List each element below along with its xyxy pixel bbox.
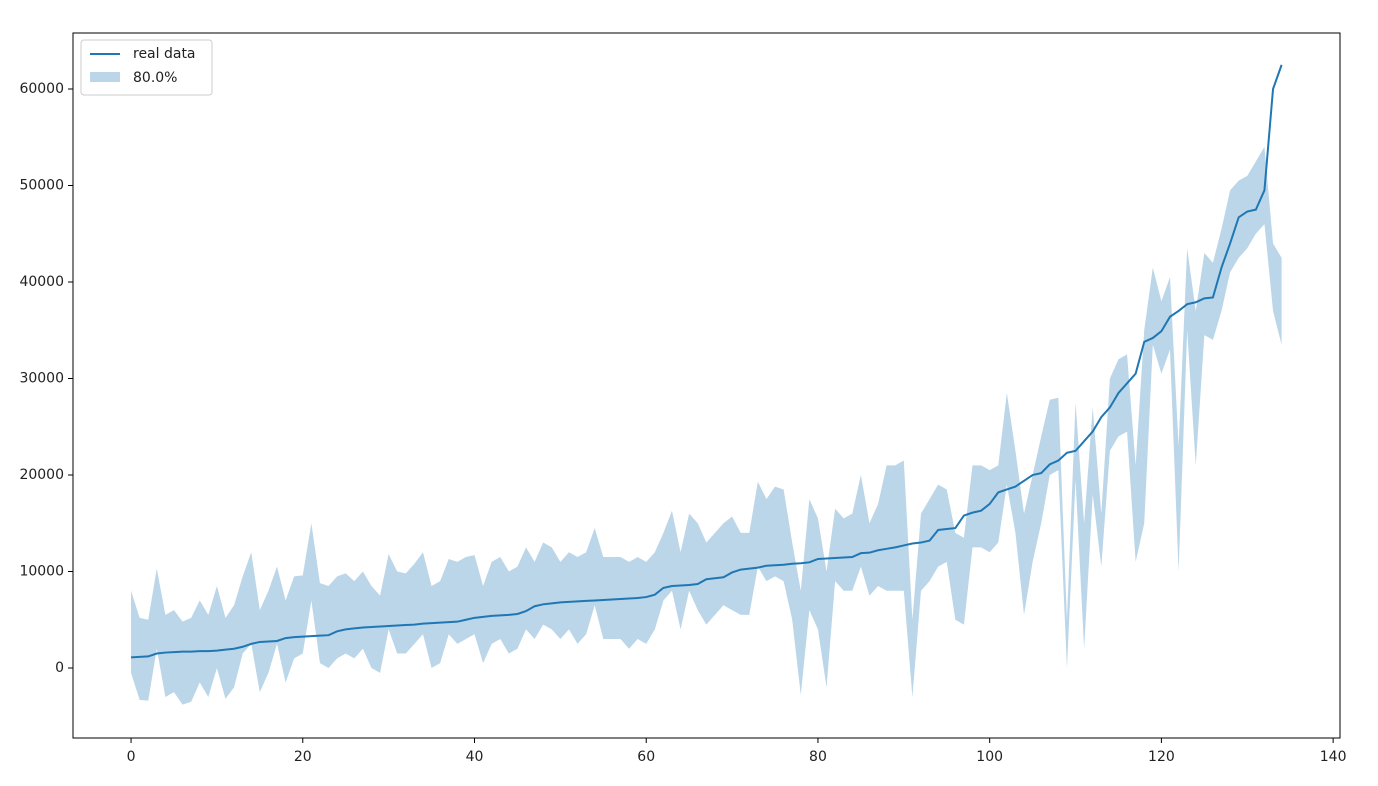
data-line (130, 64, 1283, 659)
legend: real data 80.0% (80, 39, 213, 96)
plot-frame (72, 32, 1341, 739)
y-tick-label: 60000 (19, 81, 64, 97)
legend-label: real data (133, 46, 196, 62)
x-tick-label: 120 (1148, 749, 1175, 765)
y-tick-label: 40000 (19, 274, 64, 290)
legend-label: 80.0% (133, 70, 177, 86)
y-tick-label: 50000 (19, 177, 64, 193)
x-tick-label: 40 (466, 749, 484, 765)
y-tick-label: 20000 (19, 467, 64, 483)
x-tick-label: 60 (637, 749, 655, 765)
x-tick-label: 140 (1320, 749, 1347, 765)
y-tick-label: 10000 (19, 563, 64, 579)
x-tick-label: 100 (976, 749, 1003, 765)
confidence-band (131, 146, 1282, 705)
y-tick-label: 30000 (19, 370, 64, 386)
x-tick-label: 80 (809, 749, 827, 765)
x-tick-label: 20 (294, 749, 312, 765)
y-tick-label: 0 (55, 660, 64, 676)
x-tick-label: 0 (127, 749, 136, 765)
legend-swatch (90, 72, 120, 82)
